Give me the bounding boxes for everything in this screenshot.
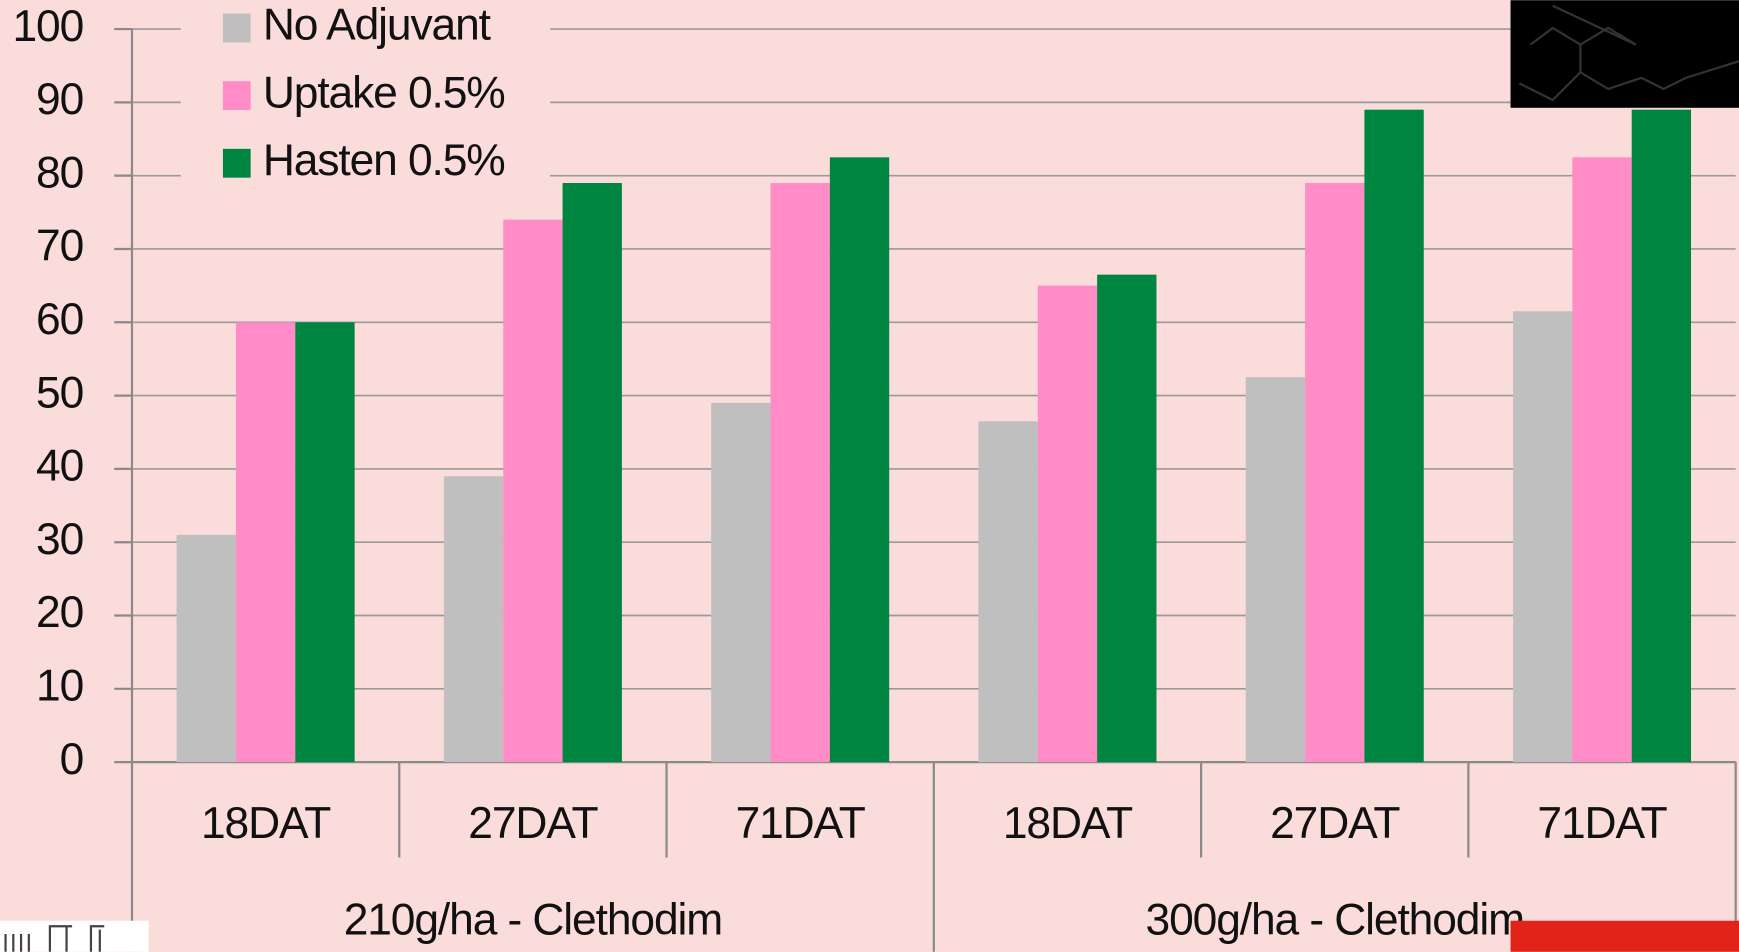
bar — [443, 476, 504, 763]
bar — [235, 322, 296, 763]
bar — [1037, 285, 1098, 763]
x-tick-label: 27DAT — [1270, 799, 1400, 848]
y-tick-label: 0 — [60, 735, 84, 784]
y-tick-label: 30 — [36, 515, 83, 564]
legend-label: Hasten 0.5% — [263, 136, 505, 185]
bar — [1513, 311, 1573, 763]
y-tick-label: 80 — [36, 148, 83, 197]
bar — [770, 182, 830, 763]
y-tick-label: 60 — [36, 295, 83, 344]
legend-swatch — [222, 13, 251, 43]
x-tick-label: 71DAT — [736, 799, 866, 848]
bar — [1245, 377, 1306, 763]
group-label: 300g/ha - Clethodim — [1146, 896, 1524, 945]
x-tick-label: 18DAT — [1003, 799, 1133, 848]
molecule-image — [1510, 0, 1739, 108]
bar — [1631, 109, 1692, 763]
x-tick-label: 71DAT — [1537, 799, 1667, 848]
bar — [176, 534, 236, 763]
marks-layer: No Adjuvant Uptake 0.5% Hasten 0.5% — [176, 1, 1692, 763]
x-tick-label: 18DAT — [201, 799, 331, 848]
y-tick-label: 100 — [12, 2, 83, 51]
y-tick-label: 10 — [36, 662, 83, 711]
bar — [978, 421, 1038, 763]
legend-label: Uptake 0.5% — [263, 68, 505, 117]
group-label: 210g/ha - Clethodim — [344, 896, 722, 945]
y-tick-label: 70 — [36, 222, 83, 271]
y-tick-label: 50 — [36, 368, 83, 417]
legend-swatch — [222, 148, 251, 178]
bar — [1364, 109, 1424, 763]
x-tick-label: 27DAT — [468, 799, 598, 848]
grid-layer: 0 10 20 30 40 50 60 70 80 90 100 18DAT 27DAT 71DAT 210… — [12, 2, 1737, 952]
y-tick-label: 20 — [36, 588, 83, 637]
bar — [295, 322, 355, 763]
y-tick-label: 40 — [36, 442, 83, 491]
red-banner — [1510, 920, 1739, 952]
legend-swatch — [222, 81, 251, 111]
bar — [562, 182, 622, 763]
legend-label: No Adjuvant — [263, 1, 491, 50]
bar — [1572, 157, 1632, 763]
bar — [1305, 182, 1365, 763]
bar — [711, 402, 771, 763]
y-tick-label: 90 — [36, 75, 83, 124]
bar — [503, 219, 563, 763]
lab-icon — [0, 920, 149, 952]
bar — [829, 157, 890, 763]
bar — [1097, 274, 1157, 763]
